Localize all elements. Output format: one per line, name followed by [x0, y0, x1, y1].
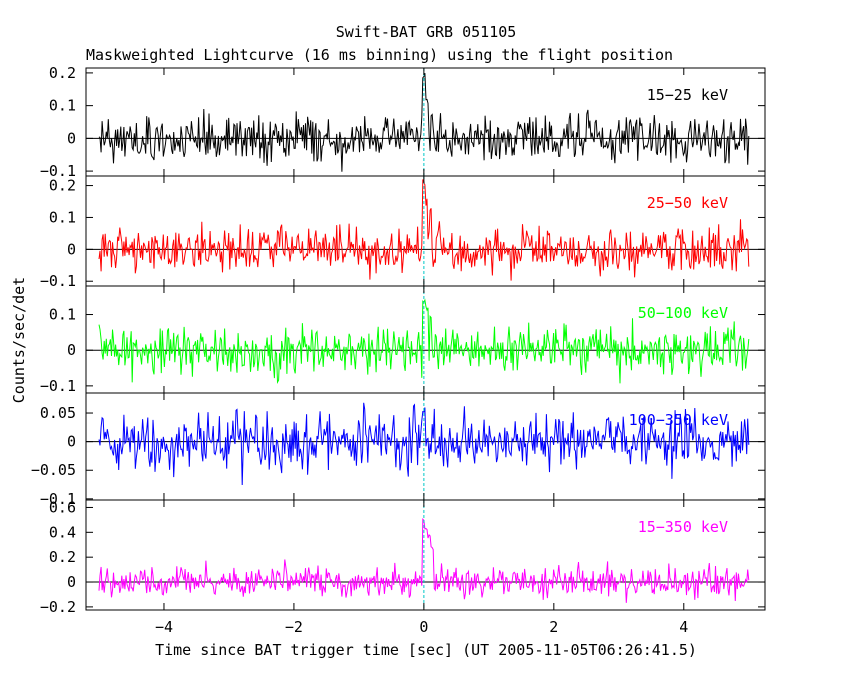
y-axis-label: Counts/sec/det [10, 277, 28, 403]
y-tick-label: −0.1 [40, 377, 76, 395]
y-tick-label: −0.1 [40, 272, 76, 290]
x-tick-label: 0 [419, 618, 428, 636]
series-label: 25−50 keV [647, 194, 728, 212]
y-tick-label: 0 [67, 129, 76, 147]
x-tick-labels: −4 −2 0 2 4 [155, 618, 688, 636]
y-tick-label: 0.2 [49, 177, 76, 195]
series-label: 100−350 keV [629, 411, 728, 429]
series-label: 15−25 keV [647, 86, 728, 104]
panel-frame [85, 499, 766, 611]
y-tick-label: 0.1 [49, 97, 76, 115]
y-tick-label: 0.05 [40, 404, 76, 422]
y-tick-label: 0 [67, 433, 76, 451]
series-line [98, 402, 750, 486]
x-tick-label: −4 [155, 618, 173, 636]
panels-group: −0.1 0 0.1 0.2 15−25 keV −0.1 0 0.1 0.2 25−50 keV… [31, 64, 766, 616]
x-axis-label: Time since BAT trigger time [sec] (UT 20… [155, 641, 697, 659]
x-tick-label: −2 [285, 618, 303, 636]
series-label: 50−100 keV [638, 304, 728, 322]
y-tick-label: −0.1 [40, 162, 76, 180]
panel-4: −0.2 0 0.2 0.4 0.6 15−350 keV [40, 498, 766, 616]
y-tick-label: 0.2 [49, 64, 76, 82]
y-tick-label: 0.6 [49, 498, 76, 516]
y-tick-label: 0 [67, 240, 76, 258]
series-label: 15−350 keV [638, 518, 728, 536]
y-tick-label: −0.05 [31, 461, 76, 479]
panel-1: −0.1 0 0.1 0.2 25−50 keV [40, 175, 766, 290]
y-tick-label: 0.2 [49, 548, 76, 566]
y-tick-label: −0.1 [40, 490, 76, 508]
panel-0: −0.1 0 0.1 0.2 15−25 keV [40, 64, 766, 180]
y-tick-label: 0.4 [49, 523, 76, 541]
chart-subtitle: Maskweighted Lightcurve (16 ms binning) … [86, 46, 673, 64]
panel-2: −0.1 0 0.1 50−100 keV [40, 285, 766, 395]
x-tick-label: 2 [549, 618, 558, 636]
x-tick-label: 4 [679, 618, 688, 636]
panel-3: −0.1 −0.05 0 0.05 100−350 keV [31, 392, 766, 508]
chart-title: Swift-BAT GRB 051105 [336, 23, 517, 41]
y-tick-label: 0.1 [49, 208, 76, 226]
series-line [98, 72, 750, 172]
y-tick-label: 0 [67, 341, 76, 359]
y-tick-label: 0 [67, 573, 76, 591]
y-tick-label: 0.1 [49, 306, 76, 324]
y-tick-label: −0.2 [40, 598, 76, 616]
